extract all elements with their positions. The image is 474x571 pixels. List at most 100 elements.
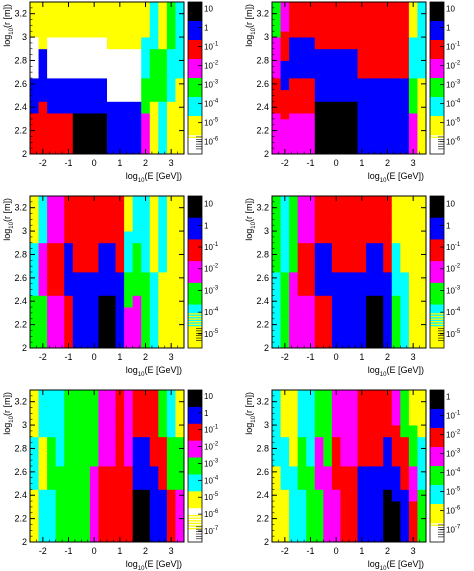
heatmap-cell: [289, 436, 299, 444]
heatmap-cell: [149, 13, 159, 20]
heatmap-cell: [280, 254, 290, 261]
heatmap-cell: [89, 324, 99, 331]
heatmap-cell: [47, 136, 57, 143]
heatmap-cell: [280, 7, 290, 15]
heatmap-cell: [323, 330, 333, 337]
heatmap-cell: [89, 395, 99, 403]
heatmap-cell: [417, 83, 427, 91]
heatmap-cell: [158, 536, 168, 543]
heatmap-cell: [115, 471, 125, 479]
heatmap-cell: [115, 83, 125, 91]
heatmap-cell: [306, 107, 316, 114]
heatmap-cell: [175, 395, 185, 403]
heatmap-cell: [55, 31, 65, 38]
heatmap-cell: [366, 130, 376, 137]
heatmap-cell: [98, 430, 108, 438]
heatmap-cell: [331, 242, 341, 250]
heatmap-cell: [98, 89, 108, 96]
y-axis-title-main: log: [2, 35, 12, 47]
heatmap-cell: [30, 196, 39, 203]
heatmap-cell: [391, 19, 401, 26]
heatmap-cell: [297, 48, 307, 56]
heatmap-cell: [47, 524, 57, 531]
heatmap-cell: [272, 78, 281, 85]
heatmap-cell: [124, 236, 134, 244]
heatmap-cell: [357, 225, 367, 232]
heatmap-cell: [38, 130, 48, 137]
heatmap-cell: [72, 83, 82, 91]
heatmap-cell: [297, 201, 307, 209]
heatmap-cell: [72, 54, 82, 61]
colorbar-label-exp: -1: [455, 411, 461, 417]
heatmap-cell: [38, 272, 48, 279]
heatmap-cell: [55, 72, 65, 79]
heatmap-cell: [383, 477, 393, 484]
heatmap-cell: [408, 7, 418, 15]
heatmap-cell: [115, 260, 125, 267]
heatmap-cell: [408, 118, 418, 126]
heatmap-cell: [107, 483, 116, 490]
heatmap-cell: [38, 524, 48, 531]
heatmap-cell: [89, 312, 99, 320]
heatmap-cell: [158, 196, 168, 203]
heatmap-cell: [314, 390, 324, 397]
heatmap-cell: [297, 231, 307, 238]
heatmap-cell: [175, 118, 185, 126]
heatmap-cell: [323, 37, 333, 44]
heatmap-cell: [374, 312, 384, 320]
heatmap-cell: [306, 307, 316, 314]
y-axis-title: log10(r [m]): [244, 4, 257, 47]
heatmap-cell: [115, 113, 125, 120]
heatmap-cell: [89, 401, 99, 408]
heatmap-cell: [272, 219, 281, 226]
heatmap-cell: [38, 401, 48, 408]
heatmap-cell: [158, 124, 168, 132]
heatmap-cell: [323, 260, 333, 267]
heatmap-cell: [357, 31, 367, 38]
heatmap-cell: [149, 395, 159, 403]
heatmap-cell: [124, 342, 134, 349]
heatmap-cell: [38, 506, 48, 514]
heatmap-cell: [107, 248, 116, 255]
heatmap-cell: [166, 401, 176, 408]
heatmap-cell: [383, 460, 393, 467]
heatmap-cell: [306, 430, 316, 438]
heatmap-cell: [349, 60, 358, 67]
x-tick-label: 1: [359, 546, 364, 556]
heatmap-cell: [158, 289, 168, 296]
heatmap-cell: [30, 277, 39, 285]
heatmap-cell: [72, 277, 82, 285]
heatmap-cell: [374, 201, 384, 209]
heatmap-cell: [280, 225, 290, 232]
y-tick-label: 2.6: [256, 273, 269, 283]
heatmap-cell: [417, 25, 427, 32]
heatmap-cell: [366, 495, 376, 502]
heatmap-cell: [38, 95, 48, 102]
heatmap-cell: [314, 2, 324, 9]
heatmap-cell: [391, 124, 401, 132]
heatmap-cell: [89, 530, 99, 537]
heatmap-cell: [400, 48, 410, 56]
heatmap-cell: [417, 260, 427, 267]
heatmap-cell: [55, 336, 65, 343]
heatmap-cell: [331, 78, 341, 85]
heatmap-cell: [175, 7, 185, 15]
heatmap-cell: [289, 307, 299, 314]
y-tick-label: 3: [264, 32, 269, 42]
heatmap-cell: [55, 248, 65, 255]
heatmap-cell: [314, 107, 324, 114]
y-tick-label: 3.2: [256, 397, 269, 407]
heatmap-cell: [340, 512, 350, 520]
heatmap-cell: [289, 272, 299, 279]
heatmap-cell: [124, 336, 134, 343]
heatmap-cell: [272, 401, 281, 408]
heatmap-cell: [314, 148, 324, 155]
heatmap-cell: [124, 483, 134, 490]
heatmap-cell: [132, 466, 142, 473]
heatmap-cell: [323, 342, 333, 349]
colorbar-label-base: 10: [204, 426, 213, 435]
x-axis-title: log10(E [GeV]): [368, 365, 424, 378]
heatmap-cell: [64, 336, 74, 343]
heatmap-cell: [408, 31, 418, 38]
